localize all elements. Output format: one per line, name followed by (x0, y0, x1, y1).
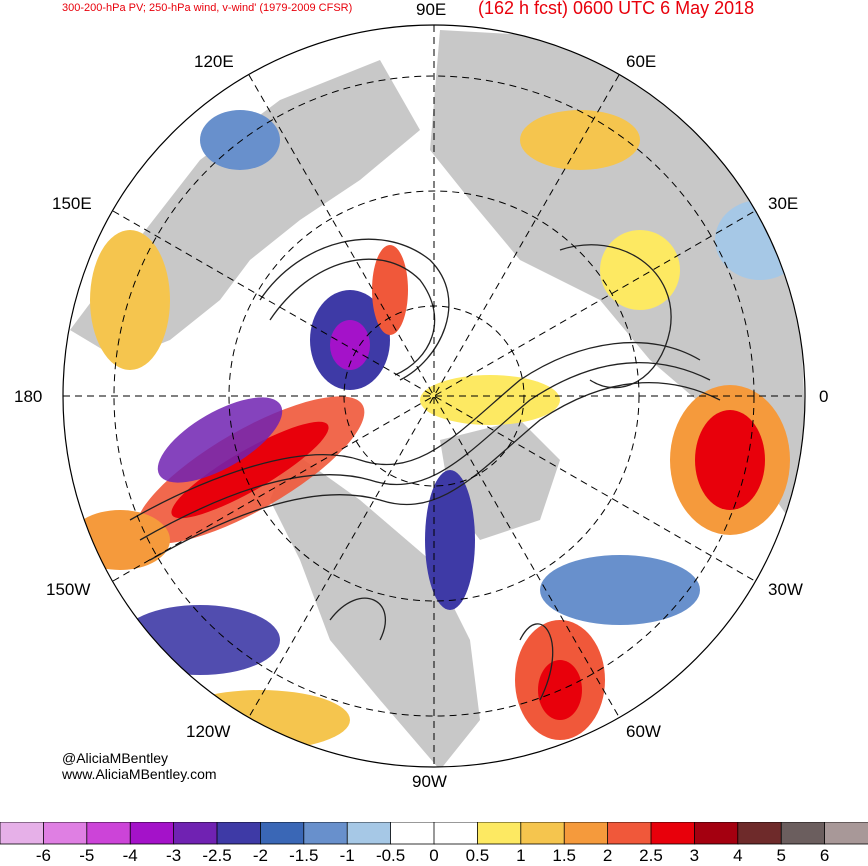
colorbar-swatch (650, 822, 696, 845)
map-boundary (62, 24, 806, 768)
colorbar-tick-label: -1.5 (289, 846, 319, 865)
lon-label-150e: 150E (52, 194, 92, 213)
colorbar-tick-label: 0.5 (465, 846, 490, 865)
colorbar-tick-label: -6 (35, 846, 51, 865)
colorbar-swatch (43, 822, 88, 845)
colorbar-tick-label: 3 (689, 846, 700, 865)
colorbar-swatch (346, 822, 392, 845)
pv-anomaly-fills (70, 110, 805, 750)
lon-label-90e: 90E (416, 0, 447, 19)
colorbar-tick-label: 5 (776, 846, 786, 865)
colorbar-tick-label: 2.5 (639, 846, 663, 865)
colorbar-tick-label: 0 (429, 846, 439, 865)
lon-label-60e: 60E (626, 52, 657, 71)
colorbar-tick-label: 1 (516, 846, 526, 865)
credit-website: www.AliciaMBentley.com (62, 766, 217, 782)
graticule (63, 25, 805, 767)
lon-label-180: 180 (14, 387, 43, 406)
colorbar-swatch (607, 822, 652, 845)
colorbar-swatch (694, 822, 739, 845)
map-title: (162 h fcst) 0600 UTC 6 May 2018 (478, 0, 755, 18)
colorbar-tick-label: -2.5 (202, 846, 232, 865)
colorbar-swatch (259, 822, 305, 845)
colorbar-tick-label: 4 (733, 846, 743, 865)
colorbar-tick-label: -1 (339, 846, 355, 865)
colorbar-swatch (476, 822, 522, 845)
lon-label-30w: 30W (768, 580, 803, 599)
pv-contours (129, 238, 721, 701)
polar-map (62, 24, 806, 768)
colorbar-swatch (216, 822, 262, 845)
map-subtitle: 300-200-hPa PV; 250-hPa wind, v-wind' (1… (62, 2, 353, 14)
colorbar-swatch (737, 822, 783, 845)
lon-label-120e: 120E (194, 52, 234, 71)
lon-label-150w: 150W (46, 580, 91, 599)
lon-label-60w: 60W (626, 722, 661, 741)
colorbar-tick-label: 1.5 (552, 846, 577, 865)
colorbar-swatch (520, 822, 566, 845)
colorbar-tick-label: -0.5 (375, 846, 406, 865)
colorbar-swatch (129, 822, 175, 845)
lon-label-90w: 90W (412, 772, 447, 791)
lon-label-0: 0 (819, 387, 829, 406)
colorbar-swatch (390, 822, 435, 845)
colorbar-swatch (780, 822, 826, 845)
colorbar-tick-label: -4 (122, 846, 138, 865)
colorbar-swatch (0, 822, 45, 845)
credit-twitter: @AliciaMBentley (62, 750, 169, 766)
colorbar-swatch (86, 822, 132, 845)
colorbar-swatch (433, 822, 479, 845)
colorbar-tick-label: 2 (602, 846, 613, 865)
lon-label-30e: 30E (768, 194, 799, 213)
colorbar-tick-label: 6 (819, 846, 830, 865)
colorbar-tick-label: -2 (252, 846, 268, 865)
lon-label-120w: 120W (186, 722, 231, 741)
colorbar-swatch (563, 822, 609, 845)
colorbar-swatch (303, 822, 349, 845)
colorbar-swatch (824, 822, 868, 845)
colorbar-swatch (173, 822, 218, 845)
colorbar (0, 822, 868, 845)
colorbar-tick-label: -3 (166, 846, 182, 865)
colorbar-tick-label: -5 (79, 846, 95, 865)
